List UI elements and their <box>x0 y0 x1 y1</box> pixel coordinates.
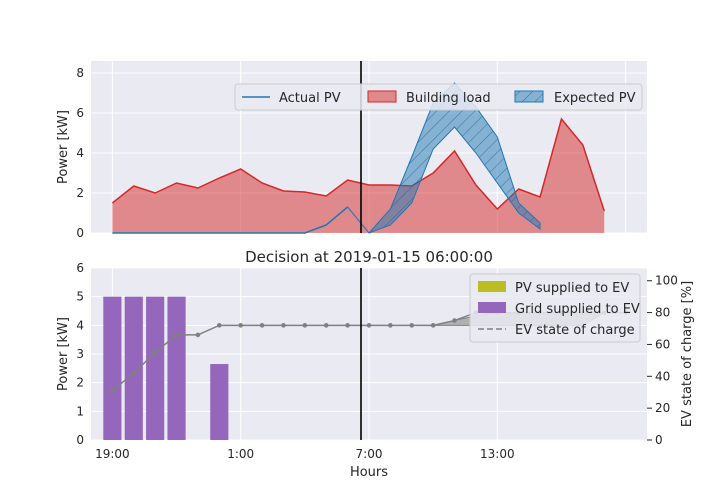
bottom-y-tick-label: 3 <box>76 347 84 361</box>
ev-soc-point <box>174 332 179 338</box>
right-y-tick-label: 40 <box>655 369 670 383</box>
bottom-y-tick-label: 1 <box>76 404 84 418</box>
ev-soc-point <box>238 323 243 328</box>
top-y-tick-label: 4 <box>76 146 84 160</box>
top-y-ticks: 0 2 4 6 8 <box>76 66 84 240</box>
ev-soc-point <box>409 323 415 328</box>
grid-supplied-bar <box>210 364 229 440</box>
legend-grid-to-ev-label: Grid supplied to EV <box>515 302 640 317</box>
ev-soc-point <box>366 323 372 328</box>
bottom-left-y-ticks: 0 1 2 3 4 5 6 <box>76 261 84 447</box>
legend-expected-pv-label: Expected PV <box>554 91 636 106</box>
legend-grid-to-ev-swatch <box>478 302 506 313</box>
x-tick-label: 1:00 <box>227 447 254 461</box>
x-tick-label: 7:00 <box>356 447 383 461</box>
legend-actual-pv-label: Actual PV <box>279 91 341 106</box>
ev-soc-point <box>281 323 286 328</box>
bottom-legend-box <box>469 273 641 343</box>
top-y-tick-label: 6 <box>76 106 84 120</box>
ev-soc-point <box>302 323 308 328</box>
legend-building-load-label: Building load <box>406 91 491 106</box>
right-y-tick-label: 20 <box>655 401 670 415</box>
ev-soc-point <box>131 370 137 376</box>
x-tick-label: 13:00 <box>480 447 515 461</box>
x-tick-label: 19:00 <box>95 447 130 461</box>
expected-pv-hatch <box>347 83 541 233</box>
bottom-right-y-ticks: 0 20 40 60 80 100 <box>647 274 678 447</box>
ev-soc-point <box>195 332 201 338</box>
ev-soc-point <box>217 323 222 328</box>
grid-supplied-bar <box>167 296 186 440</box>
expected-pv-band <box>347 82 541 234</box>
top-y-axis-label: Power [kW] <box>56 110 71 184</box>
bottom-y-tick-label: 2 <box>76 376 84 390</box>
ev-soc-point <box>452 318 457 323</box>
bottom-right-y-axis-label: EV state of charge [%] <box>680 281 695 427</box>
right-y-tick-label: 100 <box>655 274 678 288</box>
grid-supplied-bar <box>103 296 122 440</box>
top-y-tick-label: 0 <box>76 226 84 240</box>
bottom-y-tick-label: 6 <box>76 261 84 275</box>
bottom-y-tick-label: 0 <box>76 433 84 447</box>
actual-pv-path <box>112 206 349 234</box>
building-load-outline <box>111 117 605 212</box>
building-load-area <box>111 117 605 233</box>
ev-soc-point <box>152 350 158 355</box>
right-y-tick-label: 0 <box>655 433 663 447</box>
top-y-tick-label: 2 <box>76 186 84 200</box>
bottom-y-tick-label: 4 <box>76 318 84 332</box>
ev-soc-point <box>323 323 329 328</box>
bottom-panel: Decision at 2019-01-15 06:00:00 0123456 … <box>56 248 695 480</box>
bottom-chart-title: Decision at 2019-01-15 06:00:00 <box>245 248 493 266</box>
bottom-legend: PV supplied to EV Grid supplied to EV EV… <box>469 273 641 343</box>
grid-supplied-bar <box>146 296 165 440</box>
legend-building-load-swatch <box>367 90 397 103</box>
top-legend: Actual PV Building load Expected PV <box>234 83 643 111</box>
top-y-tick-label: 8 <box>76 66 84 80</box>
right-y-tick-label: 80 <box>655 306 670 320</box>
right-y-tick-label: 60 <box>655 337 670 351</box>
actual-pv-line <box>112 206 349 234</box>
top-panel: 0 2 4 6 8 Power [kW] Actual PV Building load… <box>56 61 647 240</box>
ev-soc-point <box>388 323 393 328</box>
ev-soc-point <box>430 323 436 328</box>
bottom-x-axis-label: Hours <box>350 465 388 480</box>
bottom-x-ticks: 19:00 1:00 7:00 13:00 <box>95 447 515 461</box>
legend-pv-to-ev-swatch <box>478 281 506 292</box>
ev-soc-point <box>259 323 265 328</box>
legend-expected-pv-hatch <box>515 91 543 102</box>
bottom-y-tick-label: 5 <box>76 290 84 304</box>
building-load-fill <box>112 119 605 233</box>
legend-pv-to-ev-label: PV supplied to EV <box>515 281 629 296</box>
bottom-y-axis-label: Power [kW] <box>56 317 71 391</box>
legend-ev-soc-label: EV state of charge <box>515 323 635 338</box>
ev-charge-bars <box>103 296 229 440</box>
ev-soc-point <box>110 388 115 393</box>
grid-supplied-bar <box>124 296 143 440</box>
ev-soc-point <box>345 323 350 328</box>
